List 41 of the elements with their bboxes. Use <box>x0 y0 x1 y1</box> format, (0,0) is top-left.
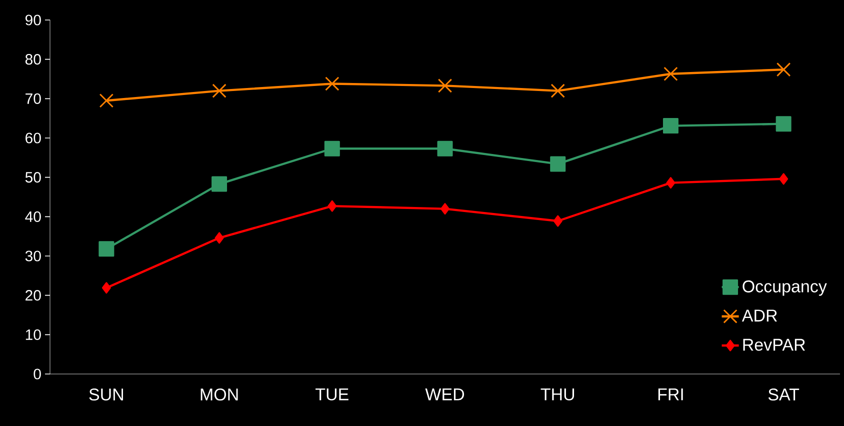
point <box>550 156 566 172</box>
y-tick-label: 90 <box>26 14 41 26</box>
x-tick-label: WED <box>425 388 464 400</box>
point <box>438 78 452 93</box>
point <box>214 232 224 244</box>
legend-label: ADR <box>742 310 777 322</box>
x-tick-label: SUN <box>89 388 123 401</box>
point <box>553 215 562 227</box>
point <box>664 66 678 81</box>
legend-label: Occupancy <box>742 280 827 296</box>
point <box>440 203 450 215</box>
x-tick-label: MON <box>200 388 238 401</box>
y-tick-label: 70 <box>26 93 41 104</box>
legend-label: RevPAR <box>743 338 806 351</box>
y-tick-label: 80 <box>25 54 41 65</box>
y-tick-label: 0 <box>34 368 41 380</box>
y-tick-label: 40 <box>25 211 41 222</box>
x-tick-label: SAT <box>768 388 800 401</box>
point <box>437 140 453 156</box>
y-tick-label: 10 <box>26 329 41 340</box>
point <box>779 173 788 185</box>
y-tick-label: 50 <box>25 172 41 183</box>
point <box>328 200 337 212</box>
point <box>212 176 228 192</box>
point <box>99 94 114 108</box>
x-tick-label: TUE <box>316 388 348 400</box>
x-tick-label: THU <box>540 388 574 400</box>
point <box>550 84 565 98</box>
point <box>98 241 114 257</box>
point <box>212 84 226 98</box>
x-tick-label: FRI <box>658 388 683 400</box>
point <box>102 282 111 294</box>
point <box>666 177 676 189</box>
point <box>776 62 791 77</box>
point <box>325 76 340 91</box>
y-tick-label: 30 <box>25 250 41 262</box>
point <box>662 118 678 134</box>
point <box>324 140 340 156</box>
y-tick-label: 20 <box>26 290 41 301</box>
y-tick-label: 60 <box>26 132 41 144</box>
point <box>776 116 792 132</box>
